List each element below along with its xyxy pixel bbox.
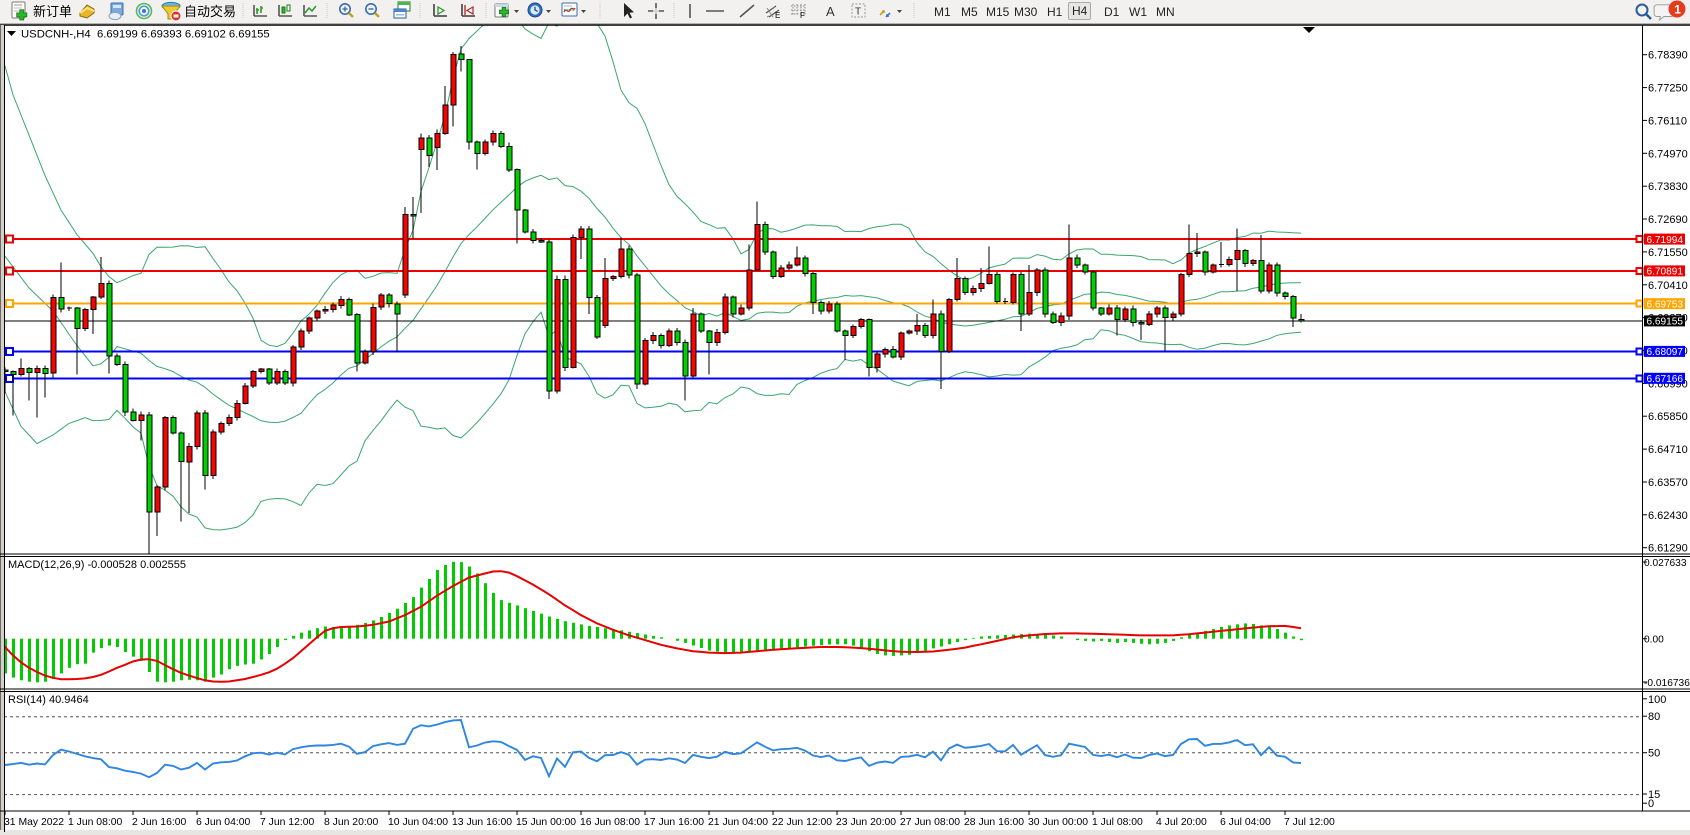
svg-text:28 Jun 16:00: 28 Jun 16:00 <box>964 817 1024 828</box>
svg-text:100: 100 <box>1648 694 1666 706</box>
svg-text:6.74970: 6.74970 <box>1648 148 1688 160</box>
svg-text:6.61290: 6.61290 <box>1648 543 1688 555</box>
svg-text:E: E <box>775 11 780 20</box>
svg-text:RSI(14) 40.9464: RSI(14) 40.9464 <box>8 694 89 706</box>
svg-text:15: 15 <box>1648 789 1660 801</box>
svg-text:6.78390: 6.78390 <box>1648 50 1688 62</box>
svg-text:30 Jun 00:00: 30 Jun 00:00 <box>1028 817 1088 828</box>
svg-text:1 Jul 08:00: 1 Jul 08:00 <box>1092 817 1143 828</box>
svg-text:6.77250: 6.77250 <box>1648 83 1688 95</box>
svg-text:6.71994: 6.71994 <box>1647 235 1684 246</box>
svg-text:7 Jun 12:00: 7 Jun 12:00 <box>260 817 315 828</box>
svg-text:A: A <box>826 4 835 19</box>
svg-text:50: 50 <box>1648 748 1660 760</box>
svg-text:F: F <box>800 11 805 20</box>
svg-text:15 Jun 00:00: 15 Jun 00:00 <box>516 817 576 828</box>
svg-text:-0.016736: -0.016736 <box>1644 678 1690 689</box>
svg-text:6.65850: 6.65850 <box>1648 411 1688 423</box>
svg-text:8 Jun 20:00: 8 Jun 20:00 <box>324 817 379 828</box>
svg-text:6.70891: 6.70891 <box>1647 267 1684 278</box>
svg-text:4 Jul 20:00: 4 Jul 20:00 <box>1156 817 1207 828</box>
svg-text:6.72690: 6.72690 <box>1648 214 1688 226</box>
svg-text:6.71550: 6.71550 <box>1648 247 1688 259</box>
svg-text:1: 1 <box>1674 3 1681 17</box>
svg-text:T: T <box>855 7 861 18</box>
svg-text:23 Jun 20:00: 23 Jun 20:00 <box>836 817 896 828</box>
svg-text:6.62430: 6.62430 <box>1648 510 1688 522</box>
svg-text:6.76110: 6.76110 <box>1648 115 1687 127</box>
svg-text:22 Jun 12:00: 22 Jun 12:00 <box>772 817 832 828</box>
svg-text:7 Jul 12:00: 7 Jul 12:00 <box>1284 817 1335 828</box>
svg-text:31 May 2022: 31 May 2022 <box>4 817 64 828</box>
svg-text:6.70410: 6.70410 <box>1648 280 1688 292</box>
svg-text:USDCNH-,H4 6.69199 6.69393 6.: USDCNH-,H4 6.69199 6.69393 6.69102 6.691… <box>21 29 270 41</box>
svg-text:1 Jun 08:00: 1 Jun 08:00 <box>68 817 123 828</box>
svg-text:6.67166: 6.67166 <box>1647 374 1684 385</box>
svg-text:0.00: 0.00 <box>1644 635 1664 646</box>
svg-text:10 Jun 04:00: 10 Jun 04:00 <box>388 817 448 828</box>
svg-text:6.69155: 6.69155 <box>1647 317 1684 328</box>
svg-text:6.69753: 6.69753 <box>1647 300 1684 311</box>
svg-text:6 Jun 04:00: 6 Jun 04:00 <box>196 817 251 828</box>
svg-text:0: 0 <box>1648 798 1654 810</box>
svg-text:0.027633: 0.027633 <box>1644 558 1687 569</box>
svg-text:6.64710: 6.64710 <box>1648 444 1688 456</box>
svg-text:27 Jun 08:00: 27 Jun 08:00 <box>900 817 960 828</box>
svg-text:21 Jun 04:00: 21 Jun 04:00 <box>708 817 768 828</box>
svg-text:13 Jun 16:00: 13 Jun 16:00 <box>452 817 512 828</box>
svg-text:6 Jul 04:00: 6 Jul 04:00 <box>1220 817 1271 828</box>
svg-text:新订单: 新订单 <box>33 4 72 19</box>
svg-text:2 Jun 16:00: 2 Jun 16:00 <box>132 817 187 828</box>
svg-text:6.68097: 6.68097 <box>1647 347 1684 358</box>
svg-text:6.73830: 6.73830 <box>1648 181 1688 193</box>
svg-text:MACD(12,26,9) -0.000528 0.0025: MACD(12,26,9) -0.000528 0.002555 <box>8 559 186 571</box>
svg-text:6.63570: 6.63570 <box>1648 477 1688 489</box>
svg-text:自动交易: 自动交易 <box>184 4 236 19</box>
svg-text:80: 80 <box>1648 711 1660 723</box>
svg-text:16 Jun 08:00: 16 Jun 08:00 <box>580 817 640 828</box>
svg-text:17 Jun 16:00: 17 Jun 16:00 <box>644 817 704 828</box>
